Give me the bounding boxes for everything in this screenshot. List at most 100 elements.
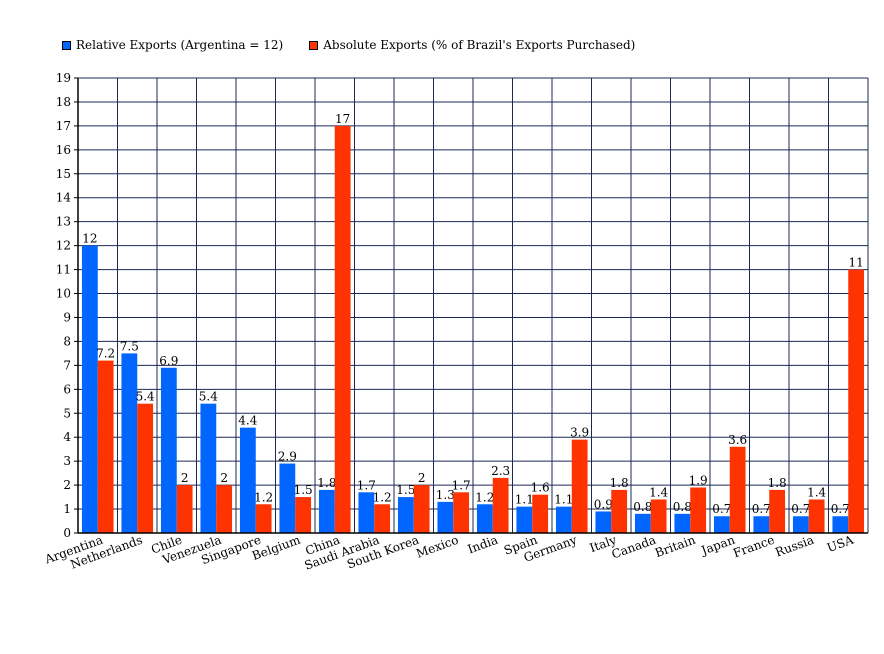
bar-relative-usa xyxy=(832,516,849,533)
bar-absolute-spain xyxy=(532,494,549,533)
data-label: 1.2 xyxy=(373,490,392,504)
data-label: 1.1 xyxy=(554,493,573,507)
x-tick-label: Britain xyxy=(653,533,697,561)
data-label: 1.5 xyxy=(396,483,415,497)
bar-absolute-belgium xyxy=(295,497,312,533)
bar-relative-italy xyxy=(595,511,612,533)
bar-relative-canada xyxy=(634,513,651,533)
bar-absolute-canada xyxy=(650,499,667,533)
x-tick-label: USA xyxy=(825,533,855,556)
data-label: 0.8 xyxy=(673,500,692,514)
data-label: 2.3 xyxy=(491,464,510,478)
data-label: 7.2 xyxy=(96,347,115,361)
data-label: 0.7 xyxy=(752,502,771,516)
bar-relative-saudi-arabia xyxy=(358,492,375,533)
y-tick-label: 13 xyxy=(56,215,71,229)
y-tick-label: 3 xyxy=(63,454,71,468)
bar-relative-netherlands xyxy=(121,353,138,533)
bar-absolute-usa xyxy=(848,269,865,533)
bar-relative-japan xyxy=(713,516,730,533)
data-label: 1.2 xyxy=(475,490,494,504)
data-label: 1.2 xyxy=(254,490,273,504)
data-label: 0.7 xyxy=(791,502,810,516)
bar-relative-france xyxy=(753,516,770,533)
bar-relative-spain xyxy=(516,506,533,533)
legend-item-relative-exports: Relative Exports (Argentina = 12) xyxy=(62,38,283,52)
bar-absolute-russia xyxy=(808,499,825,533)
bar-relative-britain xyxy=(674,513,691,533)
x-tick-label: Mexico xyxy=(414,533,460,561)
y-tick-label: 10 xyxy=(56,287,71,301)
legend: Relative Exports (Argentina = 12) Absolu… xyxy=(62,38,661,52)
bar-absolute-china xyxy=(334,125,351,533)
legend-swatch-absolute-exports xyxy=(309,40,319,50)
x-tick-label: Canada xyxy=(610,533,658,562)
y-tick-label: 2 xyxy=(63,478,71,492)
x-tick-label: France xyxy=(731,533,776,561)
bar-relative-belgium xyxy=(279,463,296,533)
data-label: 1.9 xyxy=(689,474,708,488)
legend-label-absolute-exports: Absolute Exports (% of Brazil's Exports … xyxy=(323,38,636,52)
legend-swatch-relative-exports xyxy=(62,40,71,50)
data-label: 2 xyxy=(181,471,189,485)
x-tick-label: Japan xyxy=(698,533,737,559)
bar-absolute-netherlands xyxy=(137,403,154,533)
data-label: 1.4 xyxy=(807,485,826,499)
legend-label-relative-exports: Relative Exports (Argentina = 12) xyxy=(76,38,284,52)
data-label: 7.5 xyxy=(120,339,139,353)
data-label: 12 xyxy=(82,232,97,246)
y-tick-label: 19 xyxy=(56,71,71,85)
data-label: 0.7 xyxy=(712,502,731,516)
data-label: 1.7 xyxy=(357,478,376,492)
bar-absolute-saudi-arabia xyxy=(374,504,391,533)
data-label: 1.8 xyxy=(317,476,336,490)
y-tick-label: 17 xyxy=(56,119,71,133)
data-label: 0.7 xyxy=(831,502,850,516)
bar-absolute-chile xyxy=(176,485,193,533)
y-tick-label: 14 xyxy=(56,191,72,205)
y-tick-label: 9 xyxy=(63,310,71,324)
y-tick-label: 5 xyxy=(63,406,71,420)
legend-item-absolute-exports: Absolute Exports (% of Brazil's Exports … xyxy=(309,38,635,52)
bar-absolute-venezuela xyxy=(216,485,233,533)
data-label: 1.3 xyxy=(436,488,455,502)
y-tick-label: 11 xyxy=(56,263,71,277)
bar-absolute-singapore xyxy=(255,504,272,533)
data-label: 3.9 xyxy=(570,426,589,440)
data-label: 1.4 xyxy=(649,485,668,499)
data-label: 5.4 xyxy=(136,390,155,404)
bar-relative-china xyxy=(318,489,335,533)
y-tick-label: 4 xyxy=(63,430,71,444)
bar-relative-russia xyxy=(792,516,809,533)
bar-absolute-france xyxy=(769,489,786,533)
bar-absolute-japan xyxy=(729,446,746,533)
y-tick-label: 15 xyxy=(56,167,71,181)
y-tick-label: 18 xyxy=(56,95,71,109)
y-tick-label: 16 xyxy=(56,143,71,157)
y-tick-label: 0 xyxy=(63,526,71,540)
data-label: 1.6 xyxy=(531,481,550,495)
y-tick-label: 6 xyxy=(63,382,71,396)
bar-absolute-south-korea xyxy=(413,485,430,533)
bar-relative-germany xyxy=(555,506,572,533)
data-label: 1.5 xyxy=(294,483,313,497)
x-tick-label: Russia xyxy=(773,533,815,560)
y-tick-label: 12 xyxy=(56,239,71,253)
data-label: 1.1 xyxy=(515,493,534,507)
bar-absolute-india xyxy=(492,477,509,533)
bar-relative-singapore xyxy=(239,427,256,533)
bar-relative-india xyxy=(476,504,493,533)
bar-relative-chile xyxy=(160,367,177,533)
bar-absolute-britain xyxy=(690,487,707,533)
bar-relative-south-korea xyxy=(397,497,414,533)
y-tick-label: 1 xyxy=(63,502,71,516)
data-label: 2.9 xyxy=(278,450,297,464)
bar-absolute-germany xyxy=(571,439,588,533)
bar-absolute-argentina xyxy=(97,360,114,533)
data-label: 1.7 xyxy=(452,478,471,492)
y-tick-label: 8 xyxy=(63,334,71,348)
data-label: 11 xyxy=(849,256,864,270)
data-label: 17 xyxy=(335,112,350,126)
